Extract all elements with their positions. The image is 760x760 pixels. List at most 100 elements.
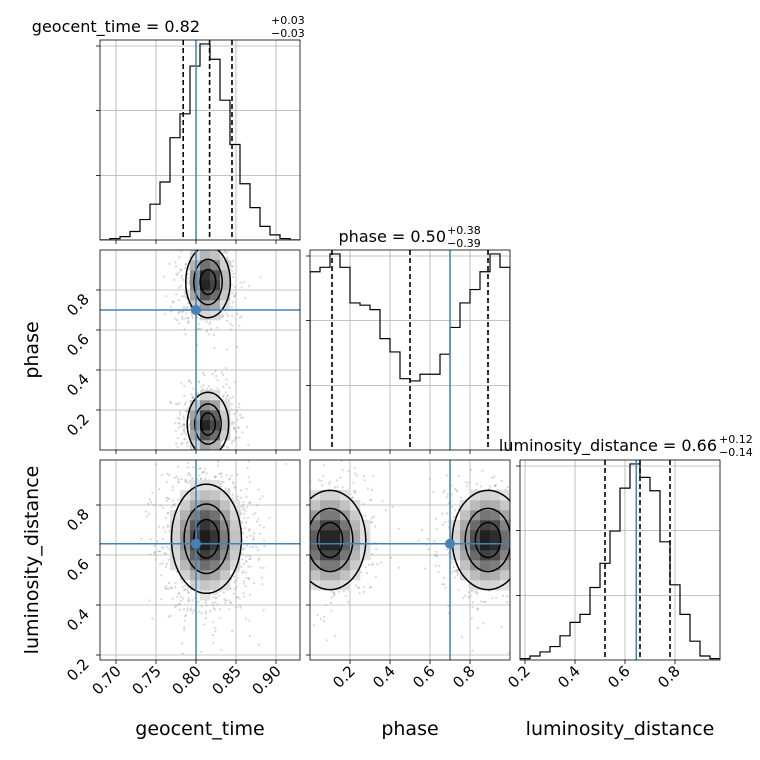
scatter-point — [188, 416, 191, 420]
scatter-point — [220, 472, 223, 475]
scatter-point — [321, 484, 324, 487]
scatter-point — [213, 476, 216, 479]
scatter-point — [167, 615, 170, 618]
scatter-point — [515, 559, 517, 561]
scatter-point — [183, 429, 186, 432]
scatter-point — [183, 291, 186, 294]
scatter-point — [184, 214, 186, 216]
scatter-point — [200, 454, 202, 456]
density-cell — [190, 290, 201, 301]
scatter-point — [222, 314, 225, 317]
scatter-point — [164, 565, 167, 568]
y-tick-label-luminosity-distance: 0.4 — [63, 605, 93, 635]
scatter-point — [333, 593, 336, 596]
scatter-point — [232, 412, 236, 415]
scatter-point — [219, 313, 222, 316]
scatter-point — [290, 533, 292, 535]
scatter-point — [185, 614, 188, 617]
scatter-point — [453, 576, 456, 579]
scatter-point — [344, 595, 347, 598]
density-panel-geocent-time-vs-phase — [96, 214, 301, 468]
scatter-point — [184, 292, 187, 295]
density-cell — [310, 540, 321, 551]
scatter-point — [191, 611, 194, 614]
scatter-point — [370, 520, 373, 524]
scatter-point — [482, 600, 485, 604]
scatter-point — [222, 481, 225, 484]
scatter-point — [357, 586, 360, 589]
scatter-point — [520, 504, 522, 506]
density-cell — [220, 540, 231, 551]
scatter-point — [179, 284, 182, 288]
scatter-point — [230, 265, 233, 268]
scatter-point — [170, 506, 173, 509]
histogram-panel-geocent-time: geocent_time = 0.82 +0.03 −0.03 — [32, 14, 305, 244]
scatter-point — [249, 593, 252, 596]
scatter-point — [225, 395, 229, 398]
scatter-point — [175, 475, 178, 478]
scatter-point — [456, 568, 459, 571]
scatter-point — [220, 480, 223, 483]
scatter-point — [370, 498, 373, 501]
scatter-point — [183, 403, 187, 406]
scatter-point — [370, 553, 373, 556]
scatter-point — [231, 324, 234, 327]
density-cell — [220, 410, 231, 421]
scatter-point — [337, 590, 341, 594]
scatter-point — [182, 424, 185, 427]
scatter-point — [233, 428, 237, 431]
title-luminosity-distance: luminosity_distance = 0.66 — [499, 436, 717, 456]
scatter-point — [222, 394, 225, 397]
scatter-point — [205, 242, 207, 244]
scatter-point — [258, 497, 262, 501]
scatter-point — [188, 379, 191, 382]
scatter-point — [177, 286, 180, 289]
scatter-point — [495, 596, 498, 599]
scatter-point — [167, 512, 170, 515]
scatter-point — [214, 630, 217, 633]
scatter-point — [470, 617, 473, 620]
scatter-point — [531, 502, 533, 504]
density-cell — [170, 530, 181, 541]
scatter-point — [304, 510, 306, 512]
scatter-point — [184, 263, 187, 266]
scatter-point — [188, 379, 191, 382]
scatter-point — [242, 531, 245, 535]
density-cell — [210, 430, 221, 441]
scatter-point — [197, 380, 200, 383]
scatter-point — [160, 456, 162, 458]
scatter-point — [221, 453, 223, 455]
scatter-point — [297, 523, 299, 525]
scatter-point — [174, 429, 178, 432]
scatter-point — [286, 535, 288, 537]
scatter-point — [366, 487, 369, 490]
scatter-point — [230, 306, 233, 309]
scatter-point — [515, 571, 517, 573]
scatter-point — [235, 410, 238, 413]
scatter-point — [437, 570, 440, 573]
y-tick-label-phase: 0.2 — [63, 410, 93, 440]
density-cell — [470, 580, 481, 591]
scatter-point — [209, 464, 211, 466]
scatter-point — [183, 295, 186, 298]
scatter-point — [169, 586, 172, 589]
scatter-point — [223, 454, 225, 456]
scatter-point — [263, 539, 266, 542]
scatter-point — [242, 508, 245, 511]
scatter-point — [445, 548, 448, 551]
scatter-point — [213, 234, 215, 236]
scatter-point — [209, 609, 212, 613]
scatter-point — [291, 566, 293, 568]
scatter-point — [303, 544, 305, 546]
scatter-point — [183, 431, 186, 434]
scatter-point — [202, 231, 204, 233]
density-panel-geocent-time-vs-luminosity-distance — [96, 453, 301, 664]
x-tick-label-phase: 0.6 — [409, 662, 439, 692]
scatter-point — [186, 466, 189, 469]
scatter-point — [222, 385, 225, 388]
scatter-point — [213, 456, 215, 458]
scatter-point — [182, 415, 185, 418]
scatter-point — [211, 466, 213, 468]
scatter-point — [198, 381, 201, 384]
scatter-point — [228, 608, 231, 611]
